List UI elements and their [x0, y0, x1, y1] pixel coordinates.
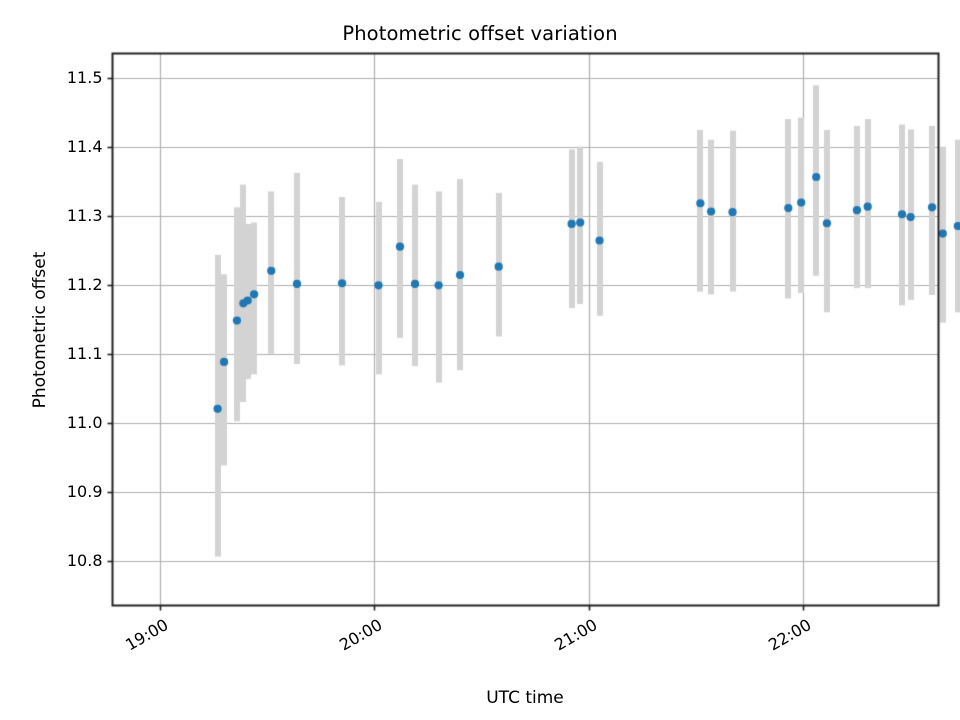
figure-canvas-container: Photometric offset variation Photometric…: [0, 0, 960, 720]
photometric-offset-scatter-plot: [0, 0, 960, 720]
